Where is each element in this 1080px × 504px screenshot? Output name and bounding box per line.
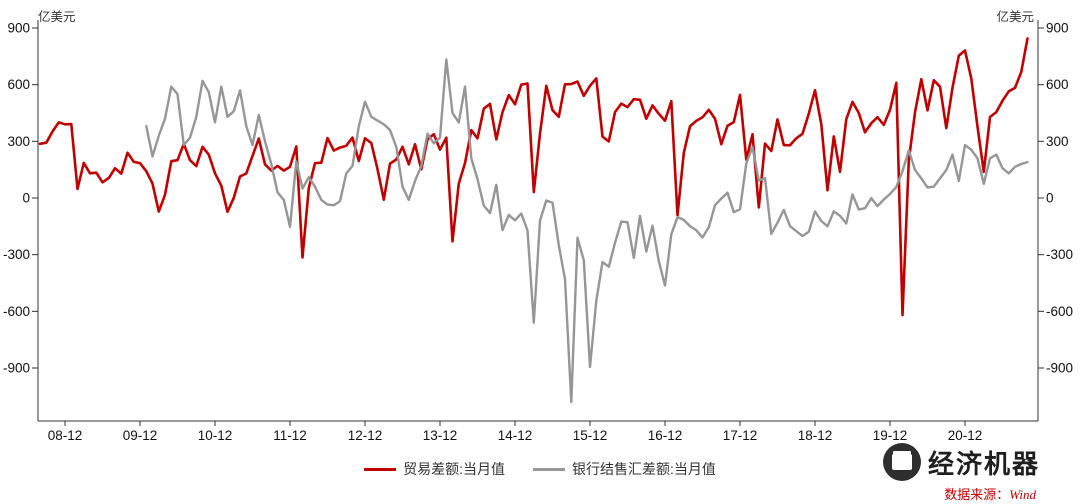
fx-settlement-line-swatch	[533, 467, 565, 471]
y-tick-label-right: 300	[1046, 134, 1069, 149]
x-tick-label: 08-12	[48, 428, 83, 443]
y-tick-label-left: 0	[22, 191, 30, 206]
data-source: 数据来源：Wind	[944, 484, 1036, 503]
y-axis-unit-right: 亿美元	[996, 10, 1034, 24]
series-line-1	[145, 58, 1029, 404]
y-axis-unit-left: 亿美元	[38, 10, 76, 24]
legend-label-trade-balance: 贸易差额:当月值	[403, 461, 505, 477]
y-tick-label-left: -600	[3, 304, 30, 319]
x-tick-label: 16-12	[648, 428, 683, 443]
x-tick-label: 20-12	[948, 428, 983, 443]
y-tick-label-left: -300	[3, 247, 30, 262]
y-tick-label-right: -600	[1046, 304, 1073, 319]
machine-glyph	[891, 454, 912, 470]
data-source-name: Wind	[1009, 487, 1036, 502]
y-tick-label-right: 0	[1046, 191, 1054, 206]
x-tick-label: 18-12	[798, 428, 833, 443]
y-tick-label-right: -900	[1046, 361, 1073, 376]
x-tick-label: 19-12	[873, 428, 908, 443]
y-tick-label-left: 900	[7, 21, 30, 36]
watermark-text: 经济机器	[927, 449, 1040, 479]
legend-item-fx-settlement-balance: 银行结售汇差额:当月值	[533, 459, 716, 479]
x-tick-label: 15-12	[573, 428, 608, 443]
x-tick-label: 17-12	[723, 428, 758, 443]
y-tick-label-right: -300	[1046, 247, 1073, 262]
data-source-prefix: 数据来源：	[944, 487, 1010, 502]
x-tick-label: 11-12	[273, 428, 307, 443]
x-tick-label: 12-12	[348, 428, 383, 443]
line-chart-canvas: 900 900 600 600 300 300 0 0 -300 -300 -600 -600 -900…	[3, 20, 1073, 443]
y-tick-label-left: 300	[7, 134, 30, 149]
legend: 贸易差额:当月值 银行结售汇差额:当月值	[0, 459, 1080, 479]
series-line-0	[38, 37, 1029, 317]
y-tick-label-left: -900	[3, 361, 30, 376]
y-tick-label-right: 900	[1046, 21, 1069, 36]
economic-machine-logo-icon	[882, 443, 921, 481]
legend-label-fx-settlement-balance: 银行结售汇差额:当月值	[572, 461, 716, 477]
x-tick-label: 09-12	[123, 428, 158, 443]
legend-item-trade-balance: 贸易差额:当月值	[364, 459, 505, 479]
x-tick-label: 10-12	[198, 428, 233, 443]
y-tick-label-left: 600	[7, 77, 30, 92]
trade-balance-line-swatch	[364, 467, 397, 471]
x-tick-label: 14-12	[498, 428, 533, 443]
x-tick-label: 13-12	[423, 428, 458, 443]
y-tick-label-right: 600	[1046, 77, 1069, 92]
watermark: 经济机器	[882, 443, 1040, 481]
